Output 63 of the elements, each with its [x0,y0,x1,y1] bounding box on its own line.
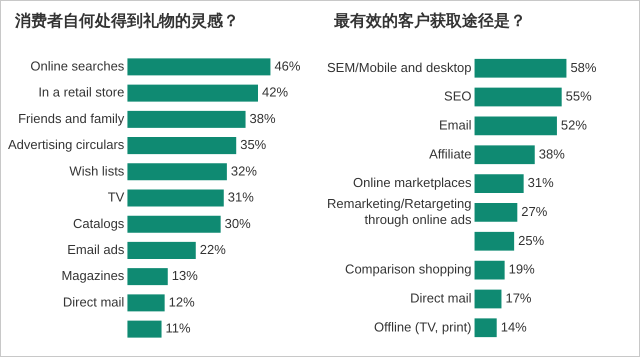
bar [127,189,224,207]
y-tick-label: Email ads [67,242,125,258]
data-label: 35% [240,137,267,152]
data-label: 27% [521,204,548,219]
bar [127,137,236,154]
bar [474,116,557,136]
y-tick-label: TV [108,190,125,205]
bar [474,318,497,338]
y-tick-label: Advertising circulars [8,137,125,152]
data-label: 14% [500,319,528,334]
y-tick-label: Comparison shopping [345,262,472,277]
data-label: 11% [166,320,192,336]
data-label: 58% [570,60,597,75]
bar [474,88,562,106]
y-tick-label: Online marketplaces [353,175,472,190]
bar [127,268,168,286]
y-tick-label: Friends and family [18,110,125,126]
y-tick-label: Remarketing/Retargeting through online ads [326,196,472,227]
data-label: 22% [200,242,226,258]
y-tick-label: Catalogs [73,216,125,231]
bar [474,174,524,193]
y-tick-label: SEO [444,88,472,104]
bar [127,58,270,76]
bar [127,84,258,102]
chart-title: 最有效的客户获取途径是？ [334,11,526,32]
data-label: 19% [508,262,536,277]
bar [474,58,566,78]
bar [474,290,502,308]
y-tick-label: Online searches [30,58,125,74]
bar [474,203,518,222]
data-label: 46% [274,58,301,74]
chart-title: 消费者自何处得到礼物的灵感？ [15,11,239,32]
y-tick-label: Affiliate [429,146,472,162]
y-tick-label: Direct mail [62,294,124,310]
data-label: 12% [168,294,196,310]
bar [127,110,246,128]
bar [127,294,165,312]
data-label: 38% [250,110,276,126]
y-tick-label: Wish lists [69,163,125,178]
bar [127,320,162,338]
y-tick-label: In a retail store [38,84,124,100]
y-tick-label: SEM/Mobile and desktop [326,60,472,75]
y-tick-label: Offline (TV, print) [374,319,472,334]
bar [474,145,535,164]
data-label: 30% [224,216,252,231]
bar [127,216,221,233]
bar [127,163,227,180]
data-label: 42% [262,84,288,100]
data-label: 17% [505,290,532,306]
data-label: 55% [566,88,592,104]
bar [474,260,505,280]
data-label: 25% [518,232,545,248]
y-tick-label: Direct mail [410,290,472,306]
data-label: 32% [230,163,258,178]
bar [127,242,196,259]
data-label: 31% [228,190,254,205]
y-tick-label: Magazines [61,268,125,284]
data-label: 38% [538,146,566,162]
data-label: 13% [172,268,198,284]
y-tick-label: Email [439,117,472,132]
data-label: 52% [560,117,588,132]
data-label: 31% [528,175,554,190]
bar [474,232,514,251]
